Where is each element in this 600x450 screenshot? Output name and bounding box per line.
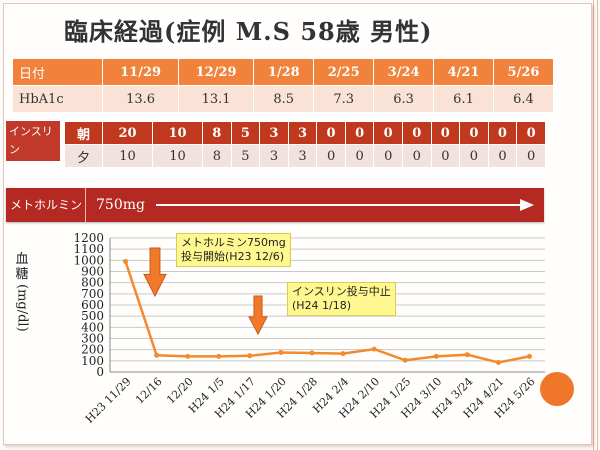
hba1c-value-cell: 8.5	[253, 85, 315, 113]
data-point	[247, 353, 253, 359]
insulin-evening-row: 夕 10 10 8 5 3 3 0 0 0 0 0 0 0 0	[64, 144, 546, 168]
callout-2-line2: (H24 1/18)	[292, 299, 352, 312]
callout-1-line2: 投与開始(H23 12/6)	[181, 250, 285, 263]
metformin-start-arrow-icon	[143, 247, 167, 298]
x-tick-label: 12/16	[133, 375, 165, 407]
hba1c-date-cell: 12/29	[177, 58, 255, 86]
metformin-bar: メトホルミン 750mg	[6, 188, 544, 222]
insulin-morning-cell: 20	[101, 121, 154, 145]
right-edge-line-1	[593, 0, 594, 450]
insulin-stop-callout: インスリン投与中止 (H24 1/18)	[287, 282, 396, 316]
insulin-evening-cell: 10	[152, 144, 204, 168]
hba1c-table: 日付 11/29 12/29 1/28 2/25 3/24 4/21 5/26 HbA1c …	[11, 58, 555, 113]
hba1c-date-cell: 11/29	[102, 58, 179, 86]
y-tick-label: 900	[81, 265, 104, 279]
date-header-label: 日付	[11, 58, 104, 86]
data-point	[216, 353, 222, 359]
data-point	[371, 346, 377, 352]
insulin-label: インスリン 投与量	[6, 121, 60, 174]
metformin-arrow-icon	[156, 199, 534, 211]
y-tick-label: 1200	[73, 231, 104, 245]
data-point	[402, 357, 408, 363]
hba1c-value-cell: 13.1	[177, 85, 255, 113]
hba1c-value-cell: 6.3	[373, 85, 435, 113]
hba1c-date-cell: 5/26	[492, 58, 555, 86]
insulin-morning-cell: 3	[287, 121, 318, 145]
data-point	[123, 258, 129, 264]
data-point	[464, 352, 470, 358]
y-tick-label: 0	[96, 365, 104, 379]
insulin-morning-cell: 0	[316, 121, 346, 145]
y-axis-label: 血糖 (mg/dl)	[12, 252, 32, 336]
insulin-evening-cell: 0	[316, 144, 346, 168]
y-tick-label: 500	[81, 309, 104, 323]
hba1c-value-cell: 7.3	[313, 85, 375, 113]
data-point	[278, 349, 284, 355]
insulin-evening-cell: 0	[401, 144, 432, 168]
metformin-start-callout: メトホルミン750mg 投与開始(H23 12/6)	[176, 233, 291, 267]
y-tick-label: 800	[81, 276, 104, 290]
insulin-evening-cell: 8	[202, 144, 232, 168]
decorative-orange-circle	[540, 372, 574, 406]
insulin-morning-row: 朝 20 10 8 5 3 3 0 0 0 0 0 0 0 0	[64, 121, 546, 145]
data-point	[495, 360, 501, 366]
y-tick-label: 1000	[73, 253, 104, 267]
insulin-evening-cell: 3	[287, 144, 318, 168]
x-tick-label: H23 11/29	[83, 375, 134, 426]
insulin-table: 朝 20 10 8 5 3 3 0 0 0 0 0 0 0 0 夕 10 10 8 5 3 3 0 0 0 0 0 0 0 0	[64, 121, 546, 168]
metformin-label: メトホルミン	[6, 188, 86, 222]
data-point	[433, 353, 439, 359]
y-tick-label: 1100	[73, 242, 104, 256]
data-point	[185, 353, 191, 359]
insulin-label-line2: 投与量	[9, 161, 42, 174]
insulin-evening-cell: 10	[101, 144, 154, 168]
insulin-evening-cell: 5	[230, 144, 261, 168]
y-tick-label: 600	[81, 298, 104, 312]
insulin-morning-cell: 0	[373, 121, 403, 145]
insulin-evening-cell: 0	[516, 144, 546, 168]
y-tick-label: 200	[81, 343, 104, 357]
hba1c-value-cell: 13.6	[102, 85, 179, 113]
data-point	[309, 350, 315, 356]
insulin-evening-cell: 0	[459, 144, 489, 168]
insulin-morning-cell: 8	[202, 121, 232, 145]
y-axis-title: 血糖	[15, 252, 29, 282]
insulin-evening-cell: 0	[373, 144, 403, 168]
hba1c-date-cell: 3/24	[373, 58, 435, 86]
hba1c-value-row: HbA1c 13.6 13.1 8.5 7.3 6.3 6.1 6.4	[11, 85, 555, 113]
y-axis-unit: (mg/dl)	[14, 284, 30, 332]
hba1c-date-cell: 2/25	[313, 58, 375, 86]
insulin-morning-cell: 10	[152, 121, 204, 145]
callout-1-line1: メトホルミン750mg	[181, 236, 286, 249]
hba1c-value-cell: 6.4	[492, 85, 555, 113]
page-title: 臨床経過(症例 M.S 58歳 男性)	[64, 17, 433, 46]
glucose-series-line	[124, 261, 530, 364]
y-tick-label: 400	[81, 320, 104, 334]
data-point	[154, 352, 160, 358]
data-point	[340, 351, 346, 357]
insulin-morning-cell: 0	[487, 121, 518, 145]
hba1c-value-cell: 6.1	[433, 85, 494, 113]
morning-label: 朝	[64, 121, 103, 145]
y-tick-label: 300	[81, 332, 104, 346]
insulin-stop-arrow-icon	[248, 295, 268, 336]
insulin-evening-cell: 0	[344, 144, 375, 168]
right-edge-line-2	[597, 0, 598, 450]
data-point	[526, 353, 532, 359]
callout-2-line1: インスリン投与中止	[292, 285, 391, 298]
insulin-evening-cell: 3	[259, 144, 289, 168]
insulin-label-line1: インスリン	[9, 125, 53, 156]
insulin-morning-cell: 0	[430, 121, 461, 145]
insulin-evening-cell: 0	[430, 144, 461, 168]
metformin-dose: 750mg	[96, 197, 145, 213]
y-tick-label: 700	[81, 287, 104, 301]
hba1c-date-cell: 4/21	[433, 58, 494, 86]
y-tick-label: 100	[81, 354, 104, 368]
